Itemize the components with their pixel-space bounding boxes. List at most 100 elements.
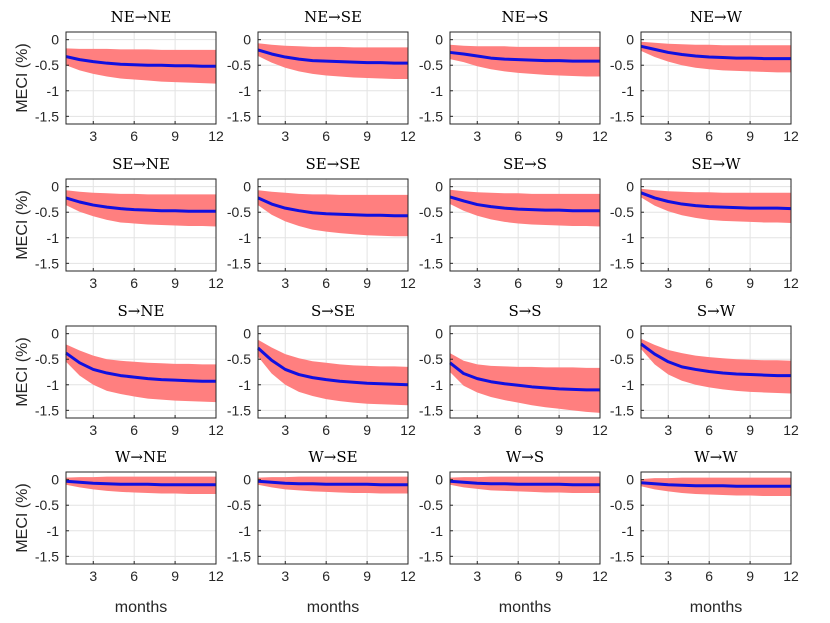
y-tick-label: -1.5: [610, 255, 634, 271]
x-tick-label: 12: [783, 275, 799, 291]
y-axis-label: MECI (%): [14, 43, 31, 112]
panel: confidence bandNE→W3 6 9 120-0.5-1-1.5: [610, 8, 799, 144]
y-tick-label: 0: [243, 326, 251, 342]
axes-frame: [257, 325, 409, 419]
y-tick-label: 0: [243, 32, 251, 48]
y-tick-label: -1: [239, 230, 252, 246]
axes-frame: [449, 178, 601, 272]
y-tick-label: -1: [47, 83, 60, 99]
x-tick-label: 3: [664, 568, 672, 584]
axes-frame: [65, 178, 217, 272]
mean-response-line: [640, 342, 791, 378]
x-tick-label: 3: [281, 128, 289, 144]
x-tick-label: 6: [705, 422, 713, 438]
y-tick-label: -1: [47, 230, 60, 246]
x-tick-label: 9: [555, 128, 563, 144]
y-tick-label: -1.5: [419, 255, 443, 271]
y-tick-label: 0: [626, 32, 634, 48]
panel-title: SE→NE: [112, 155, 170, 173]
x-tick-label: 12: [400, 568, 416, 584]
y-tick-label: -1: [239, 377, 252, 393]
mean-response-line: [257, 479, 408, 487]
x-tick-label: 6: [514, 275, 522, 291]
y-tick-label: -1: [622, 523, 635, 539]
x-axis-label: months: [307, 599, 359, 616]
x-tick-label: 12: [783, 568, 799, 584]
y-tick-label: -0.5: [35, 57, 59, 73]
x-tick-label: 3: [664, 275, 672, 291]
x-tick-label: 3: [664, 422, 672, 438]
y-tick-label: -1.5: [227, 108, 251, 124]
y-tick-label: -0.5: [227, 351, 251, 367]
panel-title: NE→S: [502, 8, 549, 26]
y-tick-label: -1.5: [227, 255, 251, 271]
x-tick-label: 6: [514, 568, 522, 584]
axes-frame: [449, 471, 601, 565]
panel: confidence bandNE→SE3 6 9 120-0.5-1-1.5: [227, 8, 416, 144]
x-tick-label: 6: [322, 422, 330, 438]
axes-frame: [640, 325, 792, 419]
panel: confidence bandW→SE3 6 9 120-0.5-1-1.5month…: [227, 448, 416, 616]
x-tick-label: 6: [130, 128, 138, 144]
x-tick-label: 6: [514, 422, 522, 438]
y-tick-label: -1.5: [35, 548, 59, 564]
panel-title: NE→NE: [111, 8, 172, 26]
mean-response-line: [449, 50, 600, 63]
mean-response-line: [65, 479, 216, 487]
x-tick-label: 9: [555, 422, 563, 438]
x-tick-label: 3: [473, 128, 481, 144]
x-tick-label: 3: [89, 568, 97, 584]
axes-frame: [449, 31, 601, 125]
y-tick-label: -1: [47, 523, 60, 539]
x-tick-label: 6: [705, 568, 713, 584]
mean-response-line: [449, 195, 600, 213]
x-tick-label: 12: [400, 422, 416, 438]
x-tick-label: 12: [208, 275, 224, 291]
mean-response-line: [257, 48, 408, 65]
x-tick-label: 12: [592, 422, 608, 438]
panel-title: S→S: [508, 302, 541, 320]
y-axis-label: MECI (%): [14, 337, 31, 406]
panel-title: W→NE: [115, 448, 167, 466]
y-axis-label: MECI (%): [14, 190, 31, 259]
axes-frame: [640, 31, 792, 125]
y-tick-label: -1: [47, 377, 60, 393]
x-tick-label: 3: [89, 422, 97, 438]
y-tick-label: -0.5: [419, 204, 443, 220]
panel-title: SE→W: [691, 155, 741, 173]
x-tick-label: 12: [783, 128, 799, 144]
panel-title: SE→SE: [305, 155, 360, 173]
panel-title: S→SE: [311, 302, 355, 320]
y-tick-label: -0.5: [610, 351, 634, 367]
x-tick-label: 3: [473, 422, 481, 438]
y-tick-label: -0.5: [35, 351, 59, 367]
x-tick-label: 6: [130, 275, 138, 291]
panel-title: SE→S: [503, 155, 547, 173]
y-tick-label: -1: [431, 377, 444, 393]
x-tick-label: 12: [592, 568, 608, 584]
y-tick-label: 0: [435, 326, 443, 342]
panel-title: S→NE: [118, 302, 165, 320]
x-tick-label: 9: [171, 568, 179, 584]
panel: confidence band S→W 3 6 9 12 0 -0.5 -1 -1.5: [610, 302, 799, 438]
panel-title: W→SE: [308, 448, 357, 466]
x-tick-label: 9: [746, 568, 754, 584]
y-tick-label: -1: [622, 377, 635, 393]
y-tick-label: 0: [243, 472, 251, 488]
mean-response-line: [449, 479, 600, 487]
mean-response-line: [65, 55, 216, 68]
y-tick-label: 0: [51, 472, 59, 488]
x-tick-label: 3: [473, 275, 481, 291]
y-axis-label: MECI (%): [14, 483, 31, 552]
mean-response-line: [640, 481, 791, 488]
axes-frame: [257, 31, 409, 125]
axes-frame: [449, 325, 601, 419]
y-tick-label: -1.5: [610, 108, 634, 124]
mean-response-line: [449, 361, 600, 392]
panel-title: NE→W: [690, 8, 743, 26]
panel: confidence band S→NE 3 6 9 12 0 -0.5 -1 -1.5MECI …: [14, 302, 224, 438]
x-tick-label: 6: [130, 568, 138, 584]
x-tick-label: 9: [746, 275, 754, 291]
